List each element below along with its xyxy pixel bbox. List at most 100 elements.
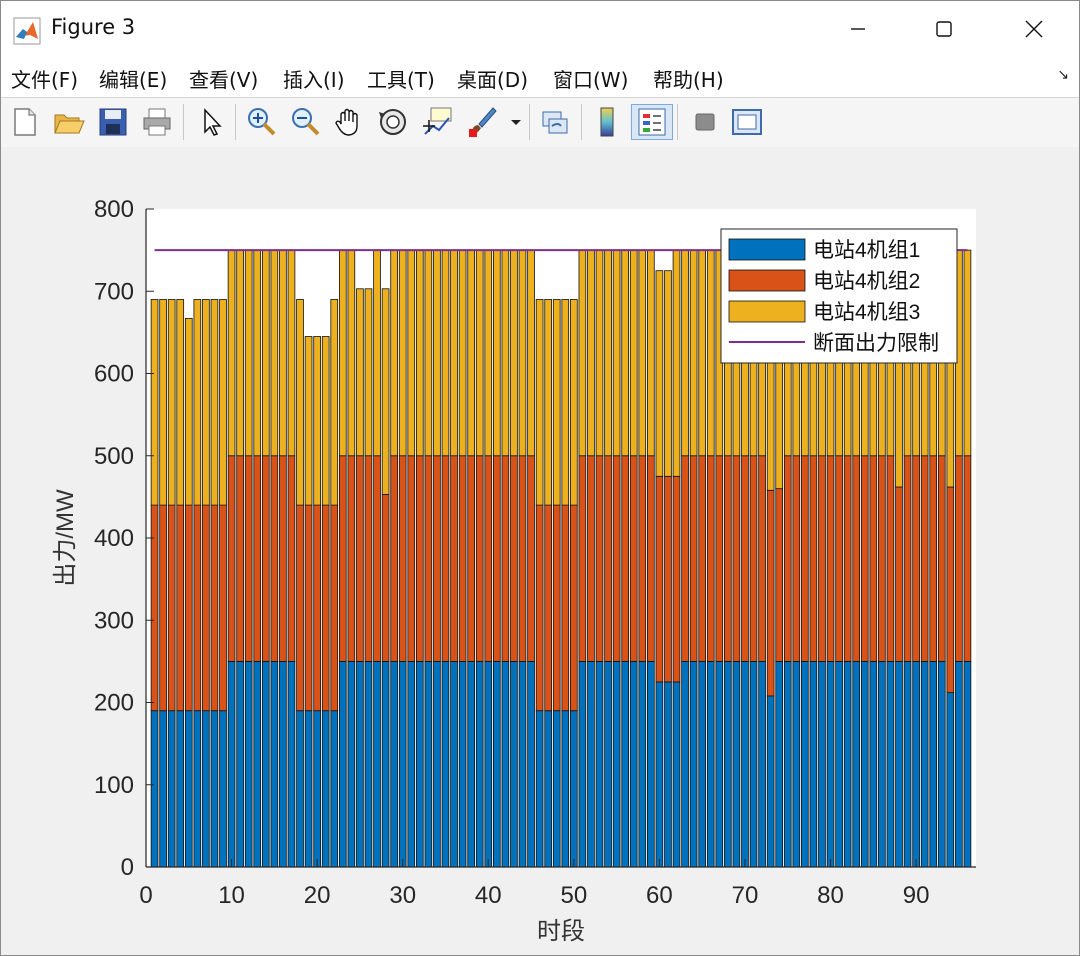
bar-segment-unit2 [955,455,963,662]
bar-segment-unit1 [287,660,296,868]
y-tick-label: 600 [94,361,134,388]
bar-segment-unit2 [946,486,955,694]
menu-help[interactable]: 帮助(H) [653,68,724,92]
hide-plot-tools-icon[interactable] [687,104,723,140]
toolbar-separator [183,104,184,140]
bar-segment-unit1 [612,660,621,868]
rotate-3d-icon[interactable] [375,104,411,140]
stacked-bar-chart: 0 10 20 30 40 50 60 70 80 90 0 100 200 300 400 500 600 70… [52,196,976,945]
bar-segment-unit3 [578,249,587,457]
print-icon[interactable] [139,104,175,140]
bar-segment-unit3 [236,249,244,457]
bar-segment-unit2 [364,455,373,662]
bar-segment-unit1 [450,660,458,868]
window-title: Figure 3 [51,15,136,39]
bar-segment-unit1 [629,660,638,868]
y-axis-label: 出力/MW [52,489,79,587]
bar-segment-unit3 [595,249,604,457]
bar-segment-unit3 [313,336,321,506]
bar-segment-unit3 [655,270,664,477]
bar-segment-unit1 [236,660,244,868]
pointer-icon[interactable] [193,104,229,140]
bar-segment-unit2 [698,455,707,662]
bar-segment-unit1 [809,660,818,868]
bar-segment-unit1 [492,660,501,868]
close-button[interactable] [989,1,1079,57]
menu-window[interactable]: 窗口(W) [553,68,629,92]
brush-dropdown-icon[interactable] [507,104,525,140]
bar-segment-unit1 [595,660,604,868]
bar-segment-unit2 [202,504,210,712]
menu-insert[interactable]: 插入(I) [283,68,345,92]
bar-segment-unit3 [689,249,698,457]
bar-segment-unit3 [664,270,672,477]
bar-segment-unit3 [561,299,570,506]
menu-edit[interactable]: 编辑(E) [99,68,168,92]
bar-segment-unit3 [287,249,296,457]
bar-segment-unit2 [681,455,689,662]
bar-segment-unit2 [672,475,681,683]
bar-segment-unit1 [458,660,467,868]
bar-segment-unit1 [544,710,552,868]
menu-expand-icon[interactable]: ↘ [1057,67,1069,83]
show-plot-tools-icon[interactable] [729,104,765,140]
data-cursor-icon[interactable] [419,104,455,140]
save-icon[interactable] [95,104,131,140]
bar-segment-unit3 [415,249,424,457]
bar-segment-unit2 [963,455,972,662]
bar-segment-unit3 [364,288,373,457]
legend-label: 电站4机组3 [813,301,920,324]
bar-segment-unit2 [835,455,843,662]
bar-segment-unit2 [347,455,356,662]
bar-segment-unit2 [852,455,861,662]
y-tick-label: 0 [121,854,134,881]
bar-segment-unit2 [227,455,236,662]
bar-segment-unit3 [270,249,279,457]
bar-segment-unit2 [766,489,775,697]
zoom-out-icon[interactable] [287,104,323,140]
menu-view[interactable]: 查看(V) [189,68,259,92]
maximize-icon [936,21,952,37]
colorbar-icon[interactable] [589,104,625,140]
bar-segment-unit3 [373,249,381,457]
bar-segment-unit1 [955,660,963,868]
x-tick-label: 90 [903,882,930,909]
bar-segment-unit1 [484,660,493,868]
bar-segment-unit1 [860,660,869,868]
link-plot-icon[interactable] [537,104,573,140]
bar-segment-unit3 [381,288,390,495]
bar-segment-unit1 [424,660,433,868]
new-figure-icon[interactable] [7,104,43,140]
bar-segment-unit2 [869,455,878,662]
bar-segment-unit3 [552,299,561,506]
zoom-in-icon[interactable] [243,104,279,140]
legend-icon[interactable] [631,104,673,140]
bar-segment-unit3 [604,249,612,457]
bar-segment-unit3 [458,249,467,457]
bar-segment-unit3 [510,249,518,457]
bar-segment-unit1 [390,660,398,868]
matlab-logo-icon [13,17,41,45]
menu-tools[interactable]: 工具(T) [367,68,435,92]
pan-hand-icon[interactable] [331,104,367,140]
menu-desktop[interactable]: 桌面(D) [457,68,529,92]
bar-segment-unit2 [253,455,262,662]
bar-segment-unit1 [176,710,185,868]
bar-segment-unit3 [518,249,527,457]
bar-segment-unit1 [929,660,938,868]
brush-icon[interactable] [463,104,499,140]
menu-file[interactable]: 文件(F) [11,68,79,92]
bar-segment-unit3 [304,336,313,506]
x-tick-label: 70 [732,882,759,909]
bar-segment-unit1 [801,660,809,868]
bar-segment-unit1 [638,660,647,868]
open-file-icon[interactable] [51,104,87,140]
bar-segment-unit2 [912,455,920,662]
bar-segment-unit3 [484,249,493,457]
bar-segment-unit2 [570,504,578,712]
y-tick-label: 400 [94,525,134,552]
maximize-button[interactable] [899,1,989,57]
minimize-button[interactable] [813,1,903,57]
bar-segment-unit3 [433,249,441,457]
